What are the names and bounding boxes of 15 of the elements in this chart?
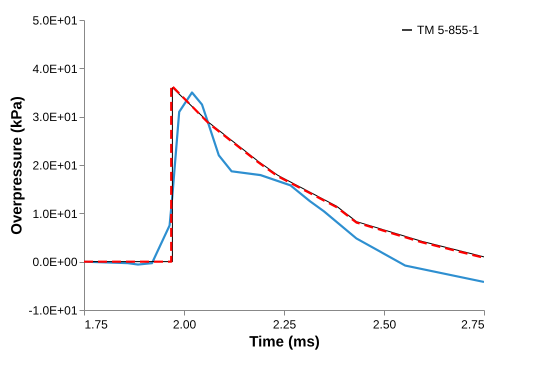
y-tick-label: 5.0E+01 [32, 14, 78, 28]
x-tick-label: 2.75 [461, 318, 485, 332]
y-tick-label: -1.0E+01 [28, 304, 78, 318]
legend-label: TM 5-855-1 [417, 23, 480, 37]
x-tick-label: 1.75 [84, 318, 108, 332]
x-axis-title: Time (ms) [249, 334, 320, 350]
y-axis-title: Overpressure (kPa) [8, 96, 26, 235]
y-tick-label: 0.0E+00 [32, 255, 78, 270]
x-tick-label: 2.50 [372, 318, 396, 332]
y-tick-label: 1.0E+01 [32, 206, 78, 221]
y-tick-label: 3.0E+01 [32, 110, 78, 124]
x-tick-label: 2.00 [172, 318, 196, 332]
x-tick-label: 2.25 [272, 318, 296, 332]
y-tick-label: 2.0E+01 [32, 158, 78, 172]
y-tick-label: 4.0E+01 [32, 62, 78, 76]
